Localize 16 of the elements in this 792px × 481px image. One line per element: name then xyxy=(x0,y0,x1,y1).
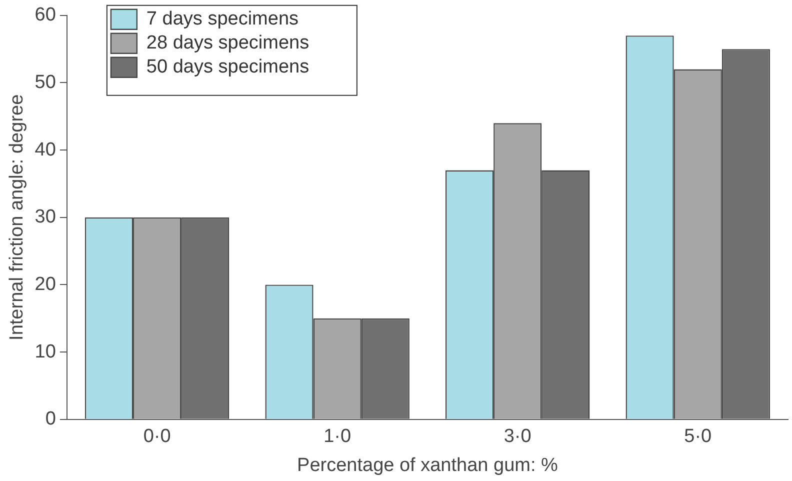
x-tick-label: 5·0 xyxy=(684,426,712,448)
x-tick-label: 1·0 xyxy=(324,426,352,448)
legend-label: 28 days specimens xyxy=(146,32,310,54)
x-tick-label: 3·0 xyxy=(504,426,532,448)
y-tick-label: 20 xyxy=(34,274,56,295)
y-tick-label: 0 xyxy=(45,408,56,430)
legend-label: 50 days specimens xyxy=(146,56,310,78)
y-tick-label: 10 xyxy=(34,341,56,362)
x-tick-label: 0·0 xyxy=(143,426,171,448)
y-tick-label: 50 xyxy=(34,72,56,93)
y-tick-label: 30 xyxy=(34,206,56,228)
x-axis-title: Percentage of xanthan gum: % xyxy=(297,454,558,476)
y-tick-label: 60 xyxy=(34,4,56,26)
legend-label: 7 days specimens xyxy=(146,8,299,30)
y-axis-title: Internal friction angle: degree xyxy=(6,94,28,340)
y-tick-label: 40 xyxy=(34,139,56,160)
